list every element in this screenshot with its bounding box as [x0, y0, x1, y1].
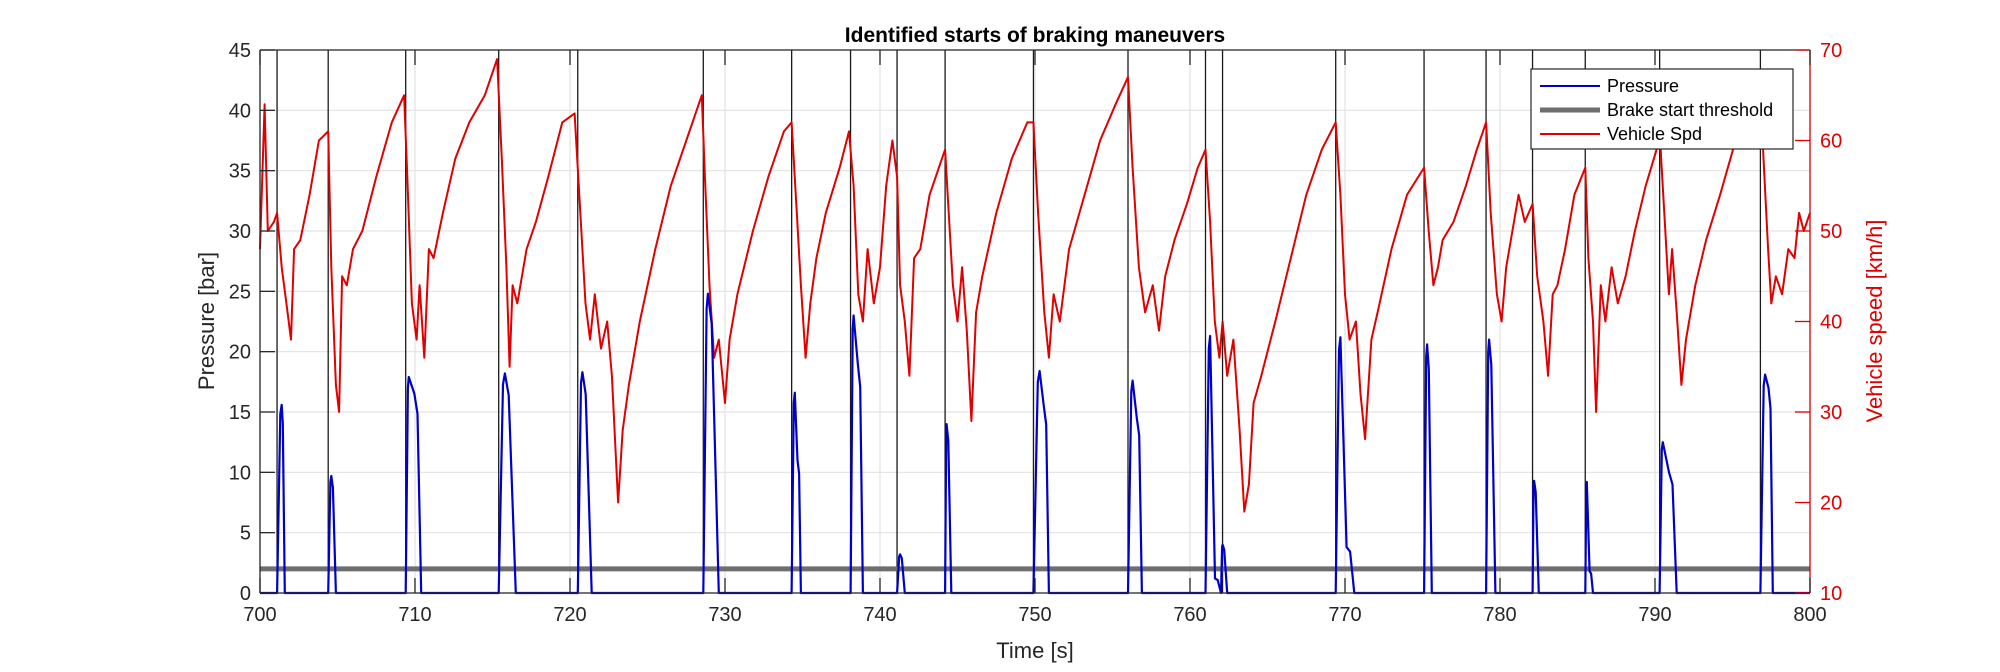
tick-label-right: 10 — [1820, 583, 1842, 605]
tick-label-x: 750 — [1018, 604, 1051, 626]
tick-label-x: 740 — [863, 604, 896, 626]
tick-label-left: 35 — [229, 161, 251, 183]
vehicle-speed-line — [259, 58, 1811, 513]
tick-label-left: 20 — [229, 342, 251, 364]
tick-label-x: 700 — [243, 604, 276, 626]
tick-label-right: 20 — [1820, 493, 1842, 515]
legend-threshold-label: Brake start threshold — [1607, 100, 1773, 120]
tick-label-x: 760 — [1173, 604, 1206, 626]
tick-label-right: 30 — [1820, 402, 1842, 424]
tick-label-x: 730 — [708, 604, 741, 626]
tick-label-x: 770 — [1328, 604, 1361, 626]
chart-title: Identified starts of braking maneuvers — [845, 24, 1225, 47]
legend: Pressure Brake start threshold Vehicle S… — [1530, 68, 1794, 150]
tick-label-left: 25 — [229, 281, 251, 303]
y-axis-left-label: Pressure [bar] — [194, 252, 219, 390]
y-axis-right-label: Vehicle speed [km/h] — [1862, 219, 1887, 422]
tick-label-left: 5 — [240, 523, 251, 545]
tick-label-x: 710 — [398, 604, 431, 626]
tick-label-x: 720 — [553, 604, 586, 626]
tick-label-right: 70 — [1820, 40, 1842, 62]
x-axis-label: Time [s] — [996, 638, 1073, 663]
tick-label-left: 10 — [229, 462, 251, 484]
tick-label-left: 40 — [229, 100, 251, 122]
tick-label-right: 50 — [1820, 221, 1842, 243]
tick-label-x: 790 — [1638, 604, 1671, 626]
axes: 0 5 10 15 20 25 30 35 40 45 10 20 30 40 50 60 70 700 710 72… — [229, 40, 1843, 626]
pressure-series — [260, 292, 1810, 595]
tick-label-left: 15 — [229, 402, 251, 424]
tick-label-right: 60 — [1820, 131, 1842, 153]
pressure-line — [260, 292, 1810, 595]
legend-speed-label: Vehicle Spd — [1607, 124, 1702, 144]
vehicle-speed-series — [259, 58, 1811, 513]
tick-label-x: 800 — [1793, 604, 1826, 626]
legend-pressure-label: Pressure — [1607, 76, 1679, 96]
tick-label-left: 0 — [240, 583, 251, 605]
tick-label-x: 780 — [1483, 604, 1516, 626]
tick-label-left: 30 — [229, 221, 251, 243]
tick-label-left: 45 — [229, 40, 251, 62]
tick-label-right: 40 — [1820, 312, 1842, 334]
